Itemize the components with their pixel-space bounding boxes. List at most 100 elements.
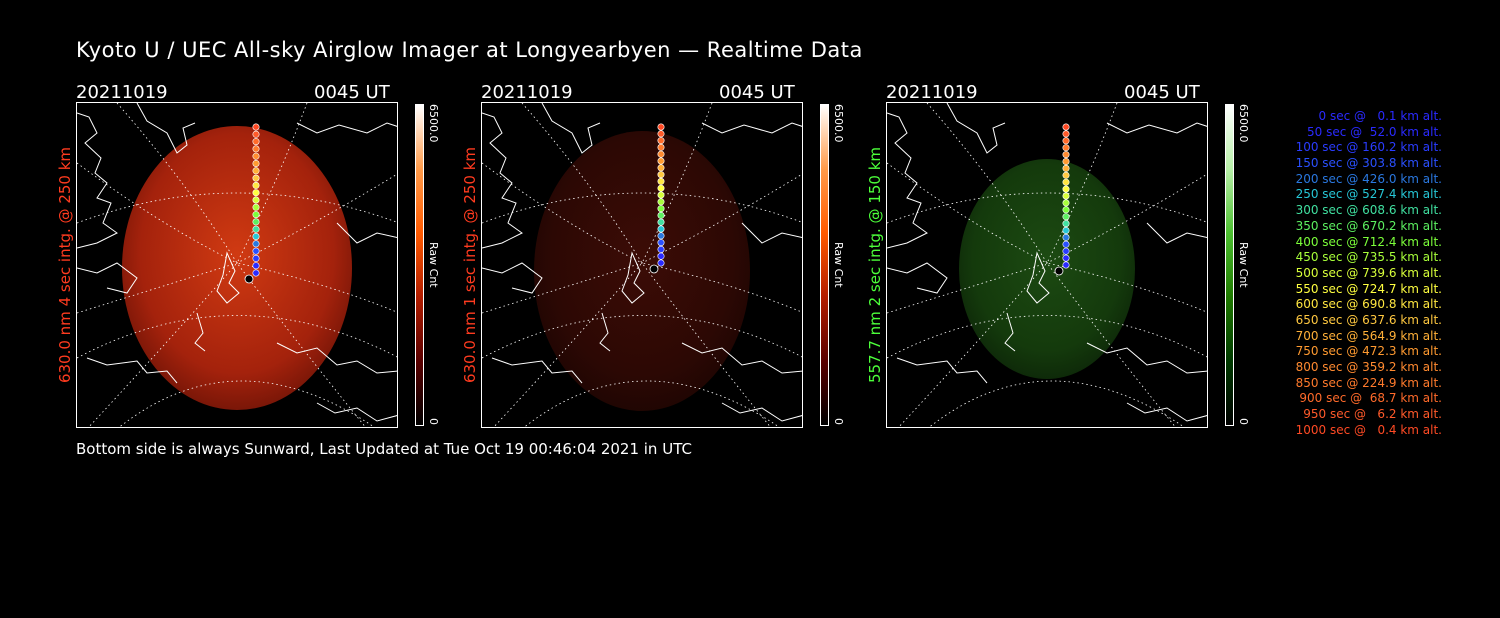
graticule-line [641, 173, 802, 264]
trajectory-point [657, 130, 665, 138]
trajectory-point [252, 211, 260, 219]
legend-row: 650 sec @ 637.6 km alt. [1295, 312, 1442, 327]
trajectory-point [252, 130, 260, 138]
panel-3-image [886, 102, 1208, 428]
trajectory-point [1062, 151, 1070, 159]
coastline [77, 112, 118, 249]
trajectory-point [252, 167, 260, 175]
graticule-line [77, 192, 397, 224]
trajectory-point [252, 203, 260, 211]
coastline [541, 103, 601, 154]
panel-2-date: 20211019 [481, 82, 573, 103]
coastline [721, 402, 802, 422]
graticule-line [1046, 262, 1176, 427]
panel-1-colorbar-label: Raw Cnt [427, 242, 440, 288]
trajectory-point [1062, 185, 1070, 193]
graticule-line [482, 192, 802, 224]
panel-1-image [76, 102, 398, 428]
trajectory-point [657, 150, 665, 158]
panel-1-date: 20211019 [76, 82, 168, 103]
panel-2-colorbar-label: Raw Cnt [832, 242, 845, 288]
coastline [86, 357, 178, 384]
trajectory-point [252, 240, 260, 248]
trajectory-point [657, 137, 665, 145]
footer-status: Bottom side is always Sunward, Last Upda… [76, 440, 692, 458]
coastline [681, 342, 802, 374]
trajectory-point [252, 159, 260, 167]
trajectory-point [657, 232, 665, 240]
graticule-line [1046, 103, 1118, 264]
trajectory-point [252, 269, 260, 277]
graticule-line [236, 262, 397, 313]
legend-row: 250 sec @ 527.4 km alt. [1295, 187, 1442, 202]
trajectory-point [657, 157, 665, 165]
panel-1-side-label: 630.0 nm 4 sec intg. @ 250 km [56, 146, 74, 384]
observer-marker [649, 264, 659, 274]
airglow-sky-disk [959, 159, 1135, 379]
airglow-sky-disk [122, 126, 352, 410]
legend-row: 150 sec @ 303.8 km alt. [1295, 156, 1442, 171]
trajectory-point [1062, 227, 1070, 235]
graticule-line [116, 103, 238, 264]
all-sky-image [482, 103, 802, 427]
panel-3-colorbar-label: Raw Cnt [1237, 242, 1250, 288]
graticule-line [77, 315, 397, 359]
all-sky-image [887, 103, 1207, 427]
coastline [887, 262, 948, 294]
legend-row: 900 sec @ 68.7 km alt. [1299, 391, 1442, 406]
coastline [599, 312, 611, 352]
trajectory-point [657, 252, 665, 260]
coastline [136, 103, 196, 154]
graticule-line [641, 103, 713, 264]
legend-row: 350 sec @ 670.2 km alt. [1295, 218, 1442, 233]
panel-2-colorbar [820, 104, 829, 426]
legend-row: 600 sec @ 690.8 km alt. [1295, 297, 1442, 312]
panel-2-time: 0045 UT [719, 82, 795, 103]
trajectory-point [657, 198, 665, 206]
trajectory-point [1062, 254, 1070, 262]
graticule-line [887, 192, 1207, 224]
graticule-line [482, 315, 802, 359]
trajectory-point [252, 152, 260, 160]
coastline [316, 402, 397, 422]
trajectory-point [252, 233, 260, 241]
coastline [194, 312, 206, 352]
coastline [216, 251, 240, 304]
legend-row: 500 sec @ 739.6 km alt. [1295, 265, 1442, 280]
graticule-line [898, 262, 1048, 427]
coastline [946, 103, 1006, 154]
legend-row: 200 sec @ 426.0 km alt. [1295, 171, 1442, 186]
trajectory-point [657, 184, 665, 192]
legend-row: 850 sec @ 224.9 km alt. [1295, 375, 1442, 390]
trajectory-point [657, 259, 665, 267]
trajectory-point [252, 247, 260, 255]
trajectory-point [1062, 220, 1070, 228]
legend-row: 50 sec @ 52.0 km alt. [1307, 124, 1442, 139]
coastline [701, 122, 802, 134]
page-title: Kyoto U / UEC All-sky Airglow Imager at … [76, 38, 863, 62]
trajectory-point [1062, 171, 1070, 179]
panel-3-time: 0045 UT [1124, 82, 1200, 103]
legend-row: 1000 sec @ 0.4 km alt. [1295, 422, 1442, 437]
trajectory-point [1062, 261, 1070, 269]
all-sky-image [77, 103, 397, 427]
trajectory-point [657, 177, 665, 185]
legend-row: 300 sec @ 608.6 km alt. [1295, 203, 1442, 218]
graticule-line [236, 103, 308, 264]
coastline [1126, 402, 1207, 422]
coastline [482, 262, 543, 294]
trajectory-point [657, 164, 665, 172]
coastline [741, 222, 802, 244]
trajectory-point [1062, 123, 1070, 131]
graticule-line [88, 262, 238, 427]
graticule-line [236, 262, 366, 427]
trajectory-point [1062, 137, 1070, 145]
trajectory-point [252, 189, 260, 197]
trajectory-point [1062, 157, 1070, 165]
coastline [276, 342, 397, 374]
graticule-line [1046, 262, 1207, 313]
panel-3-side-label: 557.7 nm 2 sec intg. @ 150 km [866, 146, 884, 384]
trajectory-point [657, 218, 665, 226]
coastline [77, 262, 138, 294]
coastline [1004, 312, 1016, 352]
